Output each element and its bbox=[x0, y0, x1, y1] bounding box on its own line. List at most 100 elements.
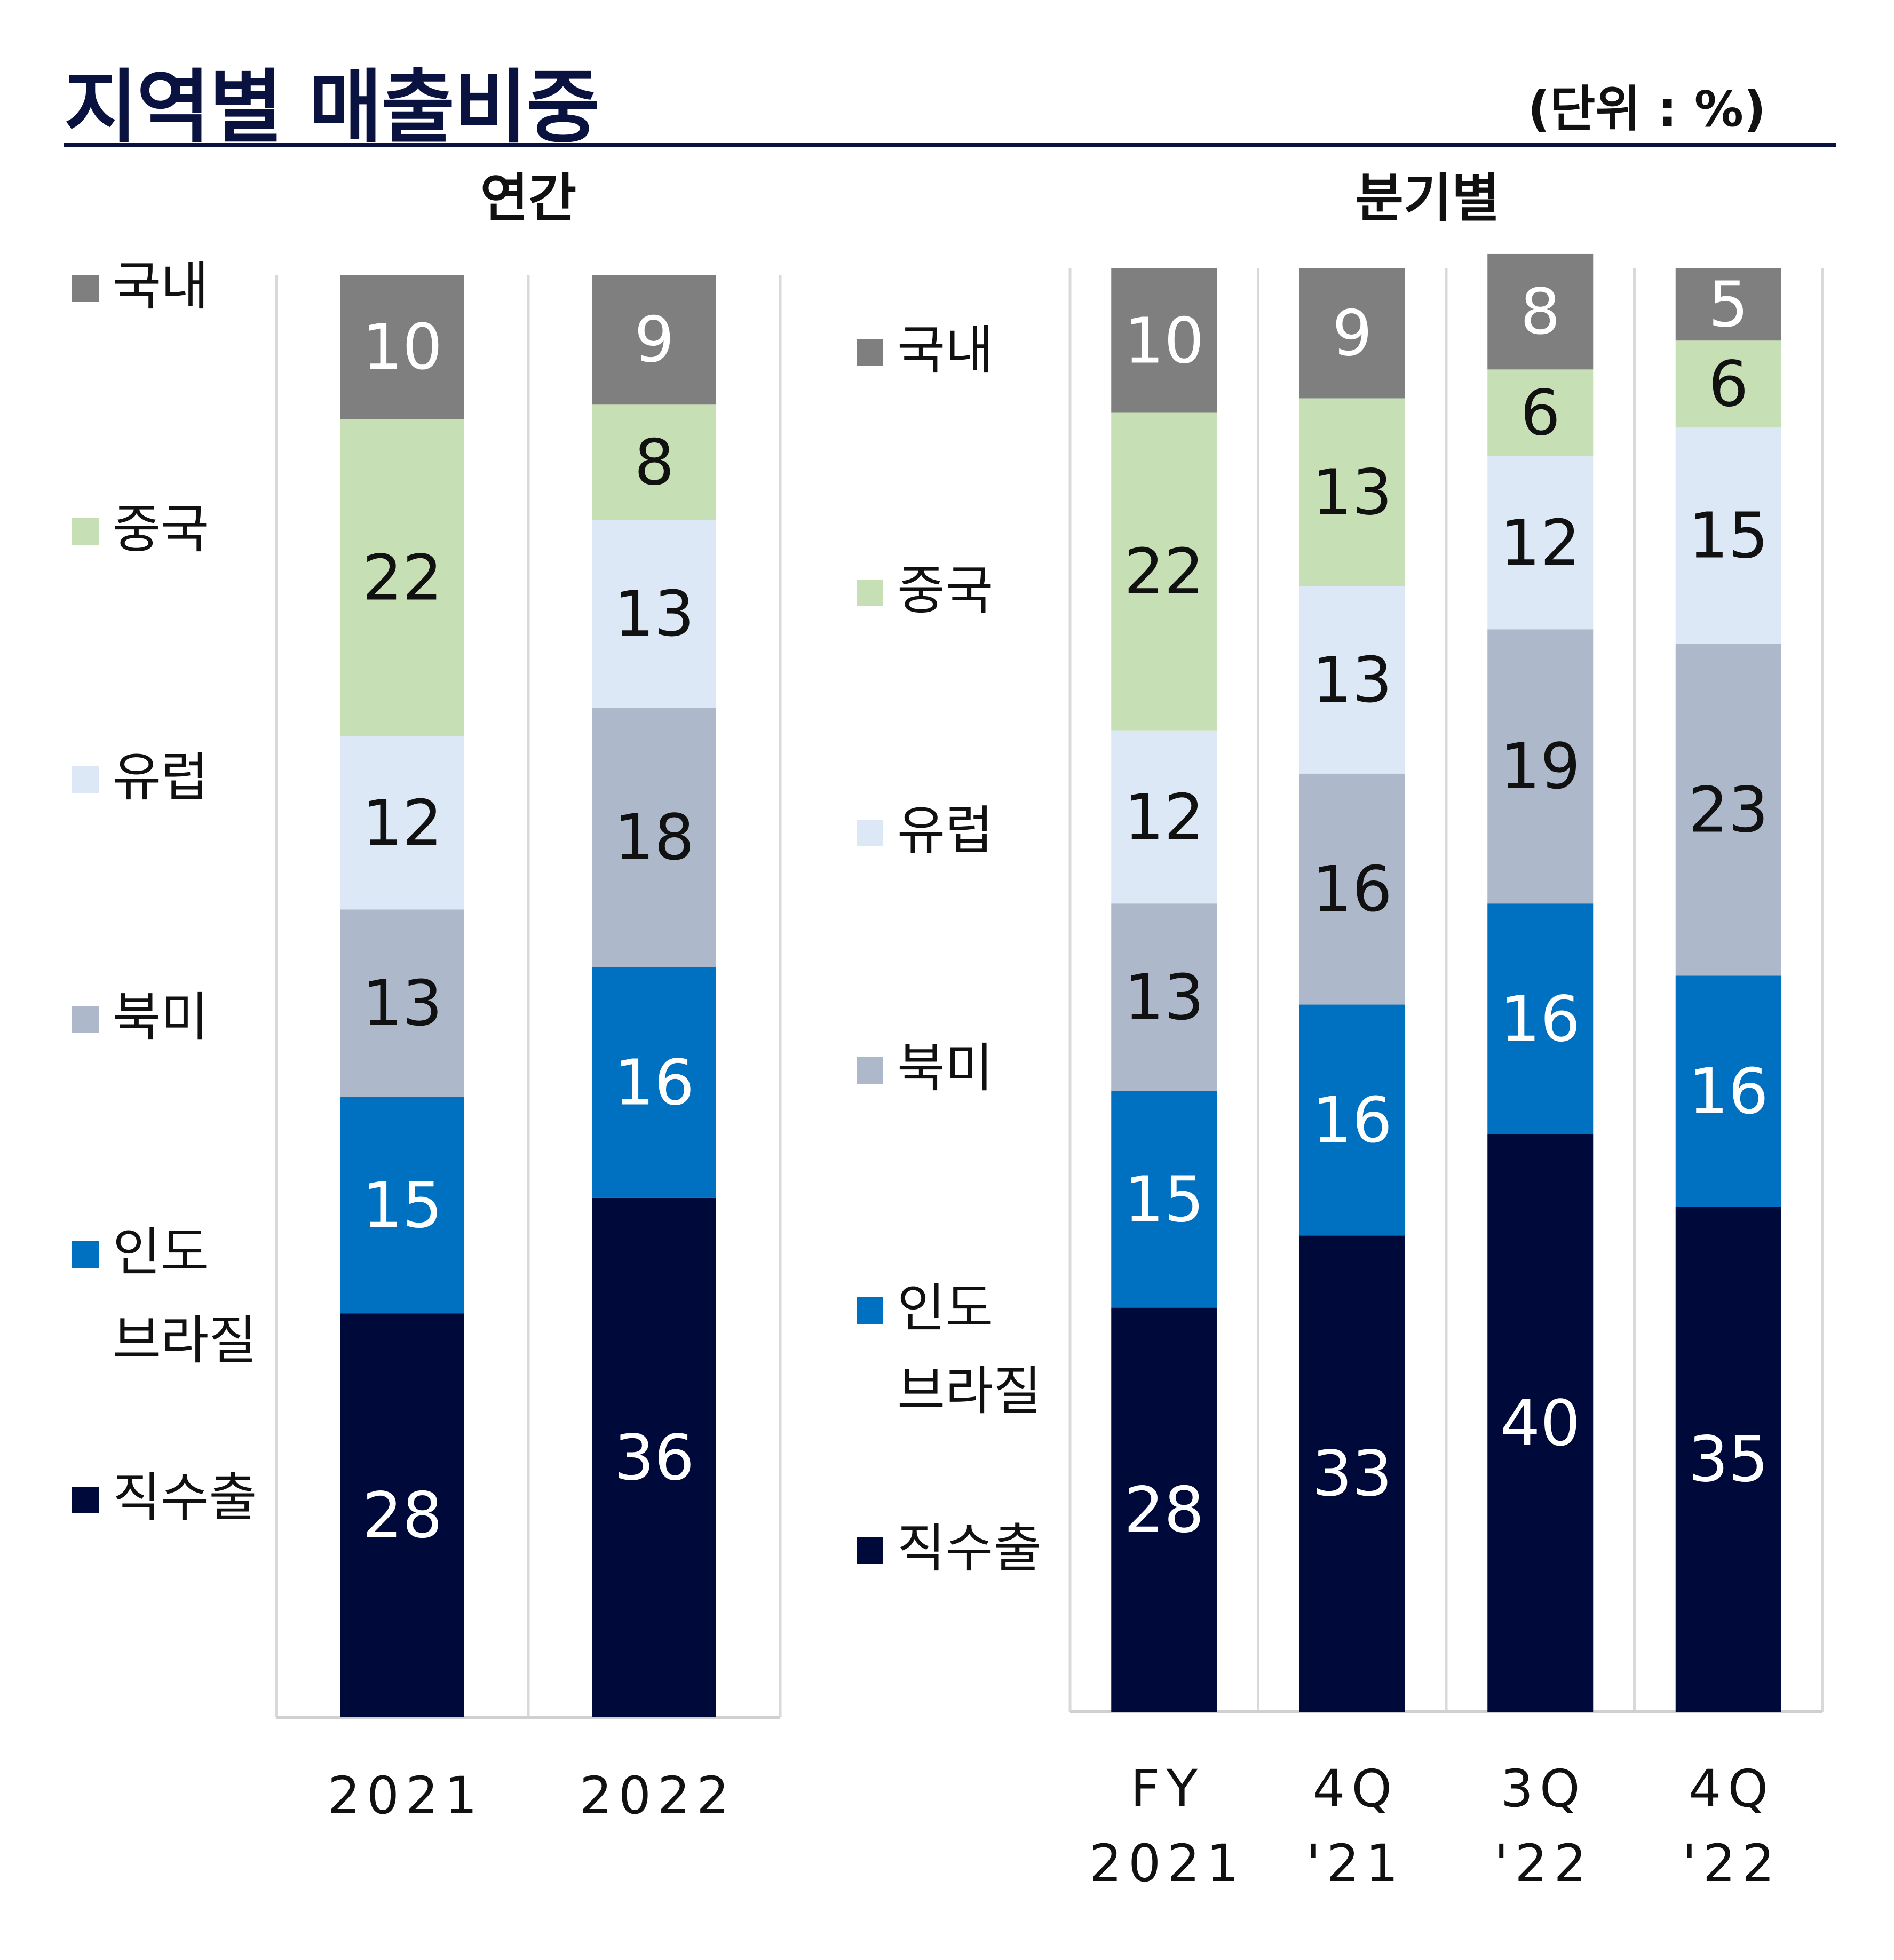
annual-legend-label-중국-0: 중국 bbox=[113, 499, 209, 560]
quarterly-bar-북미-0 bbox=[1111, 903, 1217, 1091]
quarterly-bar-북미-1 bbox=[1299, 773, 1405, 1005]
quarterly-legend-label-국내-0: 국내 bbox=[897, 320, 993, 381]
quarterly-bar-유럽-2 bbox=[1487, 456, 1594, 630]
annual-bar-직수출-0 bbox=[340, 1313, 464, 1717]
quarterly-legend-label-인도-브라질-0: 인도 bbox=[897, 1278, 993, 1339]
quarterly-data-label-중국-1: 13 bbox=[1312, 455, 1392, 529]
quarterly-data-label-북미-1: 16 bbox=[1312, 852, 1392, 926]
annual-data-label-인도-브라질-0: 15 bbox=[362, 1168, 442, 1242]
annual-bar-중국-0 bbox=[340, 419, 464, 736]
quarterly-data-label-인도-브라질-0: 15 bbox=[1124, 1163, 1204, 1236]
quarterly-bar-직수출-3 bbox=[1675, 1207, 1781, 1712]
quarterly-data-label-중국-3: 6 bbox=[1708, 347, 1748, 420]
quarterly-data-label-국내-2: 8 bbox=[1520, 275, 1560, 348]
quarterly-bar-국내-3 bbox=[1675, 268, 1781, 341]
annual-data-label-북미-1: 18 bbox=[614, 800, 694, 874]
quarterly-legend-label-중국-0: 중국 bbox=[897, 560, 993, 621]
quarterly-chart: 분기별 28 15 13 12 22 10 33 16 16 13 13 9 40 16 19 12 6 8 35 16… bbox=[857, 168, 1824, 1893]
annual-category-label-1-0: 2022 bbox=[580, 1766, 735, 1826]
annual-bar-북미-1 bbox=[592, 707, 716, 967]
quarterly-bar-중국-3 bbox=[1675, 340, 1781, 427]
quarterly-bar-북미-3 bbox=[1675, 644, 1781, 976]
annual-legend-label-인도-브라질-0: 인도 bbox=[113, 1222, 209, 1283]
annual-data-label-인도-브라질-1: 16 bbox=[614, 1046, 694, 1120]
quarterly-category-label-1-0: 4Q bbox=[1312, 1759, 1398, 1819]
annual-data-label-유럽-1: 13 bbox=[614, 577, 694, 650]
title-divider bbox=[64, 143, 1836, 147]
quarterly-data-label-직수출-1: 33 bbox=[1312, 1437, 1392, 1511]
quarterly-bar-국내-2 bbox=[1487, 253, 1594, 370]
quarterly-data-label-국내-0: 10 bbox=[1124, 304, 1204, 377]
quarterly-legend-swatch-북미 bbox=[857, 1057, 883, 1084]
quarterly-bar-직수출-0 bbox=[1111, 1307, 1217, 1712]
quarterly-data-label-유럽-1: 13 bbox=[1312, 643, 1392, 717]
quarterly-legend-swatch-국내 bbox=[857, 339, 883, 366]
quarterly-bar-인도-브라질-1 bbox=[1299, 1004, 1405, 1236]
quarterly-legend-swatch-직수출 bbox=[857, 1537, 883, 1564]
annual-data-label-중국-1: 8 bbox=[634, 425, 674, 499]
quarterly-bar-국내-0 bbox=[1111, 268, 1217, 413]
quarterly-legend-label-직수출-0: 직수출 bbox=[897, 1518, 1041, 1579]
quarterly-legend-label-북미-0: 북미 bbox=[897, 1038, 993, 1099]
quarterly-data-label-북미-3: 23 bbox=[1689, 773, 1769, 846]
annual-legend-swatch-북미 bbox=[72, 1006, 99, 1033]
annual-legend-label-직수출-0: 직수출 bbox=[113, 1467, 257, 1528]
annual-bar-유럽-0 bbox=[340, 736, 464, 910]
annual-bar-인도-브라질-1 bbox=[592, 967, 716, 1198]
annual-legend-swatch-중국 bbox=[72, 518, 99, 545]
quarterly-data-label-북미-0: 13 bbox=[1124, 961, 1204, 1034]
quarterly-bar-유럽-0 bbox=[1111, 730, 1217, 904]
annual-legend-swatch-국내 bbox=[72, 275, 99, 302]
quarterly-legend-label-인도-브라질-1: 브라질 bbox=[897, 1361, 1041, 1422]
quarterly-bar-중국-2 bbox=[1487, 369, 1594, 456]
annual-bar-인도-브라질-0 bbox=[340, 1097, 464, 1314]
annual-legend-swatch-유럽 bbox=[72, 766, 99, 793]
quarterly-data-label-유럽-3: 15 bbox=[1689, 498, 1769, 572]
annual-data-label-국내-0: 10 bbox=[362, 310, 442, 384]
quarterly-bar-직수출-2 bbox=[1487, 1134, 1594, 1712]
quarterly-data-label-북미-2: 19 bbox=[1500, 729, 1580, 803]
quarterly-data-label-국내-1: 9 bbox=[1332, 297, 1372, 370]
annual-bar-중국-1 bbox=[592, 404, 716, 520]
quarterly-bar-중국-0 bbox=[1111, 412, 1217, 731]
quarterly-category-label-3-1: '22 bbox=[1682, 1834, 1781, 1893]
quarterly-panel-title: 분기별 bbox=[1356, 168, 1500, 229]
quarterly-data-label-직수출-3: 35 bbox=[1689, 1423, 1769, 1496]
annual-category-label-0-0: 2021 bbox=[328, 1766, 484, 1826]
quarterly-category-label-0-0: FY bbox=[1130, 1759, 1204, 1819]
annual-bar-국내-0 bbox=[340, 275, 464, 419]
annual-bar-유럽-1 bbox=[592, 520, 716, 708]
annual-bar-직수출-1 bbox=[592, 1197, 716, 1717]
quarterly-data-label-직수출-0: 28 bbox=[1124, 1473, 1204, 1546]
quarterly-bar-인도-브라질-3 bbox=[1675, 975, 1781, 1207]
quarterly-legend-swatch-중국 bbox=[857, 580, 883, 606]
quarterly-data-label-유럽-0: 12 bbox=[1124, 780, 1204, 854]
annual-bar-북미-0 bbox=[340, 909, 464, 1097]
annual-chart: 연간 28 15 13 12 22 10 36 16 18 13 8 9 2021 2022 국내중국유럽북미… bbox=[72, 168, 782, 1826]
quarterly-data-label-인도-브라질-1: 16 bbox=[1312, 1083, 1392, 1157]
unit-label: (단위 : %) bbox=[1527, 81, 1766, 138]
quarterly-bar-북미-2 bbox=[1487, 629, 1594, 904]
quarterly-data-label-유럽-2: 12 bbox=[1500, 506, 1580, 580]
quarterly-legend-swatch-유럽 bbox=[857, 820, 883, 846]
quarterly-data-label-중국-2: 6 bbox=[1520, 376, 1560, 450]
quarterly-category-label-2-0: 3Q bbox=[1501, 1759, 1587, 1819]
quarterly-data-label-중국-0: 22 bbox=[1124, 535, 1204, 608]
annual-bar-국내-1 bbox=[592, 275, 716, 405]
quarterly-category-label-0-1: 2021 bbox=[1089, 1834, 1245, 1893]
quarterly-category-label-3-0: 4Q bbox=[1689, 1759, 1774, 1819]
annual-data-label-북미-0: 13 bbox=[362, 966, 442, 1040]
quarterly-data-label-직수출-2: 40 bbox=[1500, 1386, 1580, 1460]
quarterly-data-label-인도-브라질-2: 16 bbox=[1500, 982, 1580, 1056]
quarterly-data-label-국내-3: 5 bbox=[1708, 268, 1748, 342]
annual-data-label-중국-0: 22 bbox=[362, 541, 442, 615]
annual-data-label-국내-1: 9 bbox=[634, 303, 674, 377]
annual-legend-label-인도-브라질-1: 브라질 bbox=[113, 1310, 257, 1371]
quarterly-bar-인도-브라질-2 bbox=[1487, 903, 1594, 1134]
annual-legend-swatch-인도-브라질 bbox=[72, 1241, 99, 1268]
quarterly-bar-직수출-1 bbox=[1299, 1235, 1405, 1712]
quarterly-category-label-2-1: '22 bbox=[1494, 1834, 1593, 1893]
quarterly-bar-유럽-3 bbox=[1675, 427, 1781, 644]
annual-legend-label-국내-0: 국내 bbox=[113, 256, 209, 317]
